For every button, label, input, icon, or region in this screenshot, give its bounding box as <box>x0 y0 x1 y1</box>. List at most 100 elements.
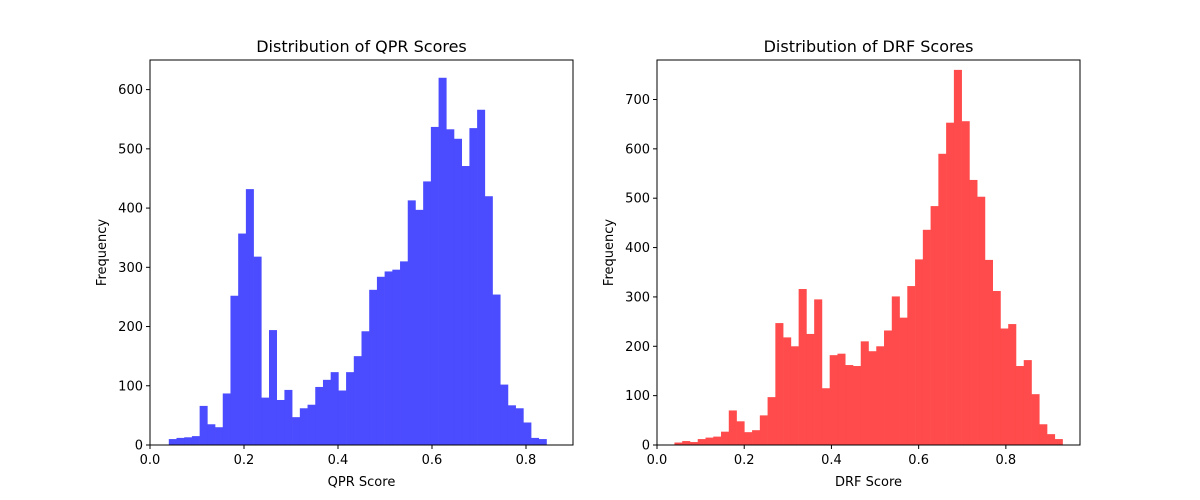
qpr-x-ticks: 0.0 0.2 0.4 0.6 0.8 <box>140 445 537 468</box>
drf-bar <box>876 346 885 445</box>
qpr-bar <box>199 405 208 445</box>
qpr-chart-title: Distribution of QPR Scores <box>256 37 467 56</box>
qpr-y-tick-label: 0 <box>135 439 143 454</box>
qpr-y-tick-label: 200 <box>118 320 143 335</box>
drf-x-tick-label: 0.6 <box>908 453 929 468</box>
qpr-bar <box>191 436 200 445</box>
drf-bar <box>689 442 699 445</box>
drf-bar <box>884 330 893 445</box>
qpr-bar <box>469 128 478 445</box>
qpr-x-tick-label: 0.8 <box>516 453 537 468</box>
qpr-bar <box>269 330 278 445</box>
drf-bar <box>1047 434 1056 445</box>
drf-bar <box>953 69 962 445</box>
drf-bar <box>674 442 683 445</box>
qpr-bar <box>477 109 486 445</box>
drf-bar <box>922 229 931 445</box>
drf-bar <box>899 317 908 445</box>
qpr-bar <box>492 294 501 445</box>
qpr-bar <box>168 439 177 445</box>
drf-y-tick-label: 300 <box>625 290 650 305</box>
drf-bar <box>697 439 706 445</box>
qpr-bar <box>338 390 347 445</box>
qpr-bar <box>523 422 532 445</box>
drf-bar <box>775 323 784 445</box>
qpr-y-ticks: 0 100 200 300 400 500 600 <box>118 83 150 454</box>
qpr-bar <box>245 189 254 445</box>
qpr-bar <box>322 379 331 445</box>
qpr-bar <box>438 77 447 446</box>
drf-bar <box>790 346 799 445</box>
drf-bar <box>1015 366 1025 445</box>
qpr-y-tick-label: 100 <box>118 379 143 394</box>
qpr-bar <box>423 181 432 445</box>
qpr-bar <box>453 138 463 445</box>
qpr-bar <box>500 384 509 445</box>
drf-bars <box>674 69 1063 446</box>
drf-bar <box>860 341 869 445</box>
drf-bar <box>845 365 854 445</box>
qpr-y-tick-label: 600 <box>118 83 143 98</box>
drf-y-tick-label: 200 <box>625 340 650 355</box>
drf-bar <box>721 431 730 445</box>
qpr-bar <box>400 261 409 445</box>
qpr-bar <box>215 427 224 445</box>
drf-bar <box>682 441 691 445</box>
qpr-y-axis-label: Frequency <box>95 219 110 286</box>
drf-y-tick-label: 100 <box>625 389 650 404</box>
drf-y-ticks: 0 100 200 300 400 500 600 700 <box>625 93 657 454</box>
qpr-bar <box>261 397 270 445</box>
qpr-y-tick-label: 500 <box>118 142 143 157</box>
drf-bar <box>728 410 737 445</box>
drf-bar <box>946 122 955 445</box>
qpr-bar <box>484 196 493 445</box>
qpr-bar <box>253 256 262 445</box>
qpr-x-tick-label: 0.2 <box>234 453 255 468</box>
qpr-bar <box>384 271 393 445</box>
drf-bar <box>1031 394 1040 445</box>
qpr-bar <box>415 209 424 445</box>
drf-bar <box>1008 324 1017 445</box>
qpr-bar <box>392 269 401 445</box>
qpr-bar <box>222 393 231 445</box>
drf-y-tick-label: 500 <box>625 192 650 207</box>
drf-bar <box>969 179 978 445</box>
qpr-bar <box>315 386 324 445</box>
qpr-bar <box>515 408 524 445</box>
drf-bar <box>713 436 722 445</box>
drf-y-tick-label: 600 <box>625 142 650 157</box>
drf-bar <box>783 337 792 445</box>
qpr-bar <box>538 439 547 445</box>
qpr-histogram-panel: Distribution of QPR Scores 0.0 0.2 0.4 0.6 0… <box>95 37 574 490</box>
drf-bar <box>814 299 823 445</box>
qpr-y-tick-label: 400 <box>118 202 143 217</box>
qpr-bar <box>184 437 193 445</box>
drf-bar <box>798 289 807 445</box>
qpr-bar <box>376 276 385 445</box>
drf-bar <box>752 430 761 445</box>
qpr-bar <box>230 295 239 445</box>
qpr-plot-frame <box>149 59 574 446</box>
qpr-x-tick-label: 0.6 <box>422 453 443 468</box>
drf-bar <box>821 388 830 445</box>
drf-x-tick-label: 0.0 <box>647 453 668 468</box>
qpr-x-axis-label: QPR Score <box>328 475 396 490</box>
drf-y-tick-label: 700 <box>625 93 650 108</box>
drf-bar <box>806 333 815 445</box>
qpr-bar <box>307 404 316 445</box>
drf-bar <box>759 415 768 445</box>
qpr-bar <box>176 437 185 445</box>
qpr-bar <box>346 372 355 445</box>
drf-x-ticks: 0.0 0.2 0.4 0.6 0.8 <box>647 445 1016 468</box>
drf-x-tick-label: 0.2 <box>734 453 755 468</box>
drf-bar <box>1054 439 1063 445</box>
qpr-x-tick-label: 0.4 <box>328 453 349 468</box>
drf-bar <box>961 121 970 445</box>
drf-bar <box>1000 328 1009 445</box>
qpr-bar <box>407 200 416 445</box>
qpr-x-tick-label: 0.0 <box>140 453 161 468</box>
drf-y-axis-label: Frequency <box>602 219 617 286</box>
drf-plot-frame <box>656 59 1081 446</box>
drf-y-tick-label: 400 <box>625 241 650 256</box>
qpr-bars <box>168 77 547 446</box>
